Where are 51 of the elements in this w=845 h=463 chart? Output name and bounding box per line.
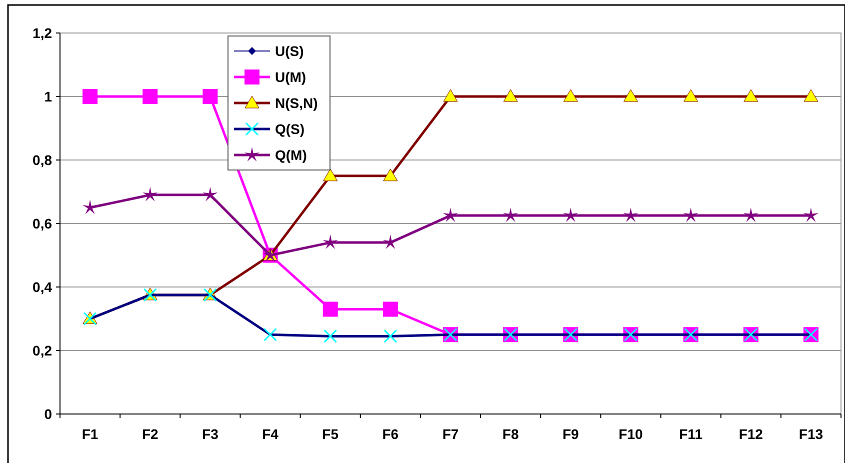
x-tick-label: F8 — [502, 426, 519, 442]
point — [563, 208, 578, 222]
y-tick-label: 0,2 — [32, 342, 52, 358]
point — [142, 89, 158, 104]
point — [623, 208, 638, 222]
y-tick-label: 1,2 — [32, 24, 52, 41]
x-tick-label: F3 — [202, 426, 219, 442]
point — [563, 89, 578, 102]
point — [323, 168, 338, 182]
y-tick-label: 0,4 — [32, 278, 52, 295]
x-tick-label: F10 — [618, 426, 644, 442]
point — [443, 89, 458, 102]
y-tick-label: 0,6 — [32, 215, 52, 232]
x-tick-label: F5 — [322, 426, 339, 442]
x-tick-label: F11 — [679, 426, 703, 442]
point — [82, 200, 98, 214]
legend-label: U(S) — [275, 42, 304, 59]
legend-label: N(S,N) — [275, 94, 318, 111]
point — [382, 234, 398, 250]
x-tick-label: F2 — [142, 426, 158, 442]
x-tick-label: F9 — [562, 426, 580, 442]
y-tick-label: 1 — [44, 88, 52, 104]
x-tick-label: F12 — [738, 426, 764, 442]
point — [503, 89, 518, 102]
x-tick-label: F13 — [798, 426, 824, 442]
y-tick-label: 0,8 — [32, 152, 52, 168]
point — [744, 89, 758, 102]
x-tick-label: F4 — [262, 426, 279, 442]
legend-label: Q(M) — [275, 146, 307, 163]
point — [202, 186, 218, 202]
point — [82, 89, 98, 104]
x-tick-label: F6 — [382, 426, 399, 442]
point — [743, 208, 758, 222]
point — [383, 168, 398, 182]
point — [623, 89, 638, 102]
x-tick-label: F1 — [82, 426, 98, 442]
point — [322, 302, 338, 317]
x-tick-label: F7 — [442, 426, 459, 442]
point — [804, 89, 818, 102]
point — [684, 89, 698, 102]
point — [442, 208, 458, 222]
point — [142, 186, 158, 202]
y-tick-label: 0 — [44, 406, 52, 422]
point — [803, 208, 819, 222]
point — [502, 208, 518, 222]
point — [322, 234, 338, 250]
legend-label: U(M) — [275, 68, 306, 85]
point — [202, 89, 218, 104]
point — [382, 302, 398, 317]
point — [683, 208, 698, 222]
legend-label: Q(S) — [275, 120, 305, 137]
